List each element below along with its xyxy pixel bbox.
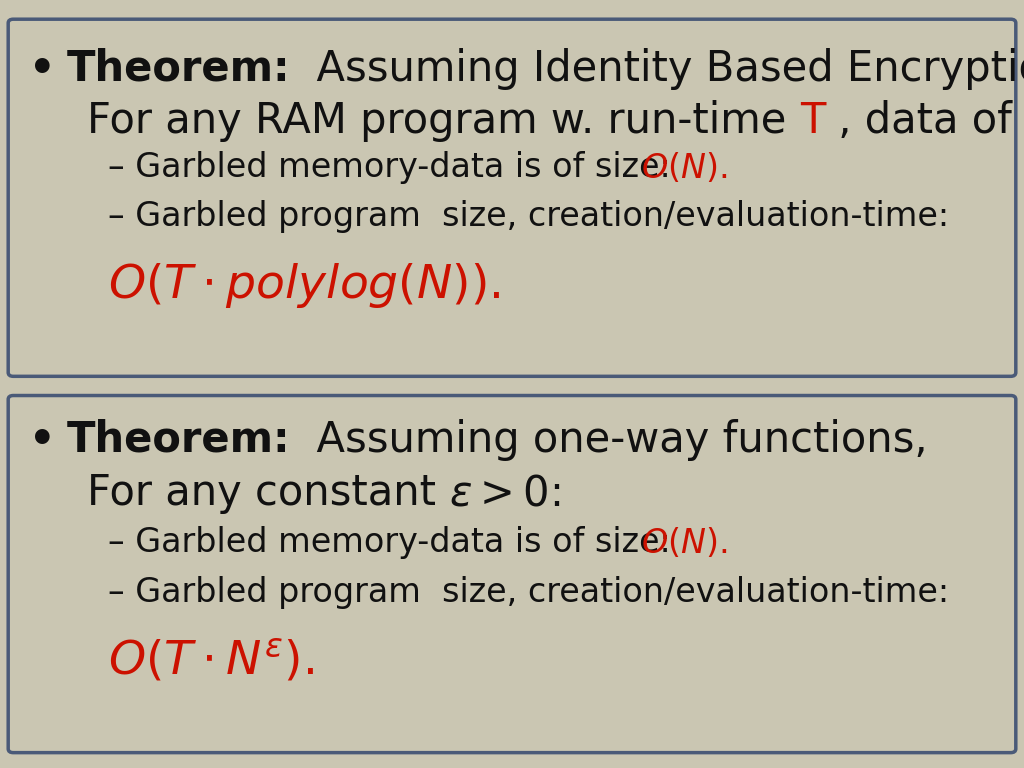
Text: $\varepsilon > 0$:: $\varepsilon > 0$: <box>450 472 560 515</box>
Text: T: T <box>800 100 825 142</box>
Text: Assuming one-way functions,: Assuming one-way functions, <box>290 419 928 461</box>
Text: •: • <box>29 419 55 461</box>
Text: Assuming Identity Based Encryption (IBE),: Assuming Identity Based Encryption (IBE)… <box>290 48 1024 90</box>
FancyBboxPatch shape <box>8 396 1016 753</box>
Text: •: • <box>29 48 55 90</box>
Text: For any RAM program w. run-time: For any RAM program w. run-time <box>87 100 800 142</box>
Text: $\mathit{O}(\mathit{T} \cdot \mathit{polylog}(\mathit{N}))$.: $\mathit{O}(\mathit{T} \cdot \mathit{pol… <box>108 261 500 310</box>
Text: – Garbled memory-data is of size:: – Garbled memory-data is of size: <box>108 151 691 184</box>
Text: – Garbled memory-data is of size:: – Garbled memory-data is of size: <box>108 526 691 559</box>
Text: $\mathit{O}(\mathit{N})$.: $\mathit{O}(\mathit{N})$. <box>641 526 727 560</box>
Text: Theorem:: Theorem: <box>67 419 290 461</box>
Text: Theorem:: Theorem: <box>67 48 290 90</box>
FancyBboxPatch shape <box>8 19 1016 376</box>
Text: $\mathit{O}(\mathit{N})$.: $\mathit{O}(\mathit{N})$. <box>641 151 727 185</box>
Text: – Garbled program  size, creation/evaluation-time:: – Garbled program size, creation/evaluat… <box>108 576 948 609</box>
Text: , data of size: , data of size <box>825 100 1024 142</box>
Text: For any constant: For any constant <box>87 472 450 515</box>
Text: – Garbled program  size, creation/evaluation-time:: – Garbled program size, creation/evaluat… <box>108 200 948 233</box>
Text: $\mathit{O}(\mathit{T} \cdot \mathit{N}^{\varepsilon})$.: $\mathit{O}(\mathit{T} \cdot \mathit{N}^… <box>108 637 313 685</box>
